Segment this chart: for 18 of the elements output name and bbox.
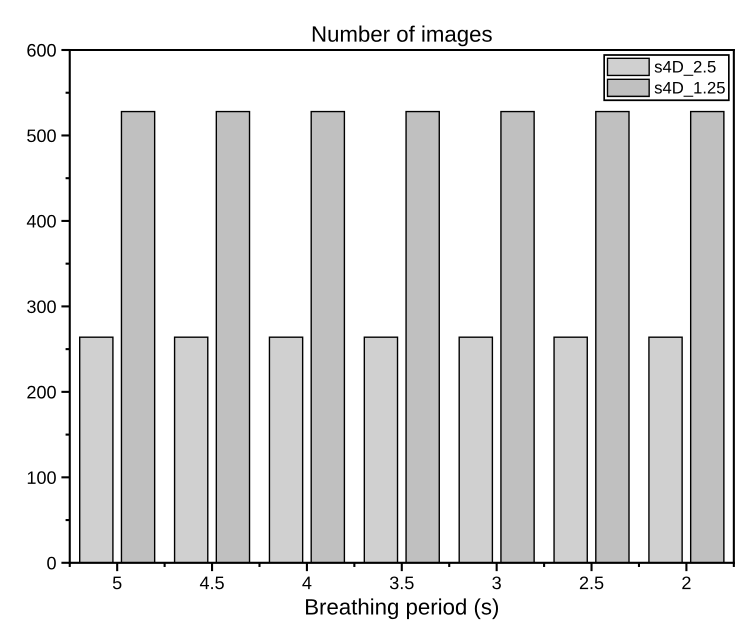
- x-tick-label: 4: [302, 576, 312, 590]
- x-tick-label: 2.5: [580, 576, 604, 590]
- y-tick-label: 600: [27, 44, 56, 57]
- legend-label: s4D_2.5: [654, 60, 716, 76]
- legend-label: s4D_1.25: [654, 82, 725, 97]
- y-tick-label: 300: [27, 300, 56, 314]
- chart-title: Number of images: [312, 26, 492, 46]
- x-tick-label: 3: [492, 576, 501, 590]
- y-tick-label: 100: [28, 471, 56, 484]
- y-tick-label: 400: [26, 214, 56, 228]
- x-tick-label: 4.5: [200, 576, 224, 590]
- x-tick-label: 3.5: [390, 576, 414, 590]
- y-tick-label: 0: [47, 556, 56, 570]
- y-tick-label: 200: [27, 386, 56, 399]
- x-tick-label: 2: [682, 576, 691, 590]
- y-tick-label: 500: [27, 129, 56, 142]
- x-axis-title: Breathing period (s): [306, 598, 498, 620]
- x-tick-label: 5: [112, 576, 122, 590]
